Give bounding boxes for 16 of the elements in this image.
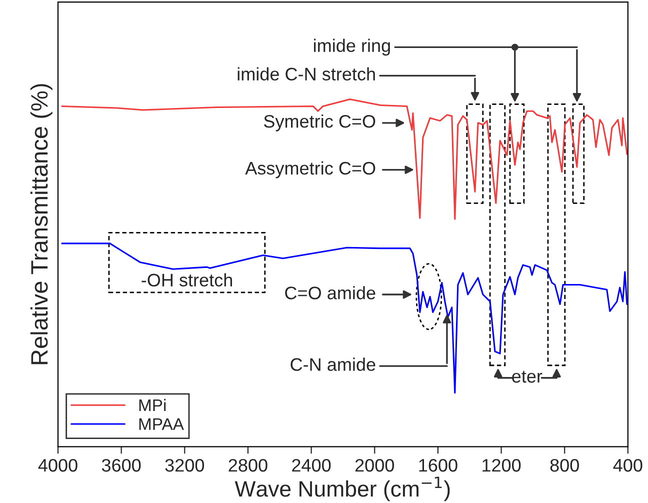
x-tick-label: 400 [613, 458, 642, 472]
x-tick-label: 800 [550, 458, 579, 472]
legend-label: MPAA [139, 418, 184, 430]
x-tick-label: 1200 [482, 458, 521, 472]
x-tick-label: 2800 [228, 458, 268, 472]
x-tick-label: 4000 [38, 458, 78, 472]
x-tick-label: 3200 [165, 458, 204, 472]
x-axis-title: Wave Number (cm$^{−1}$) [234, 476, 450, 502]
y-axis-title: Relative Transmittance (%) [30, 84, 52, 364]
legend-label: MPi [139, 398, 166, 412]
text: imide C-N stretch [238, 67, 375, 81]
x-tick-label: 2400 [292, 458, 331, 472]
x-tick-label: 1600 [419, 458, 458, 472]
text: imide ring [314, 38, 390, 56]
x-tick-label: 3600 [102, 458, 141, 472]
x-tick-label: 2000 [355, 458, 394, 472]
